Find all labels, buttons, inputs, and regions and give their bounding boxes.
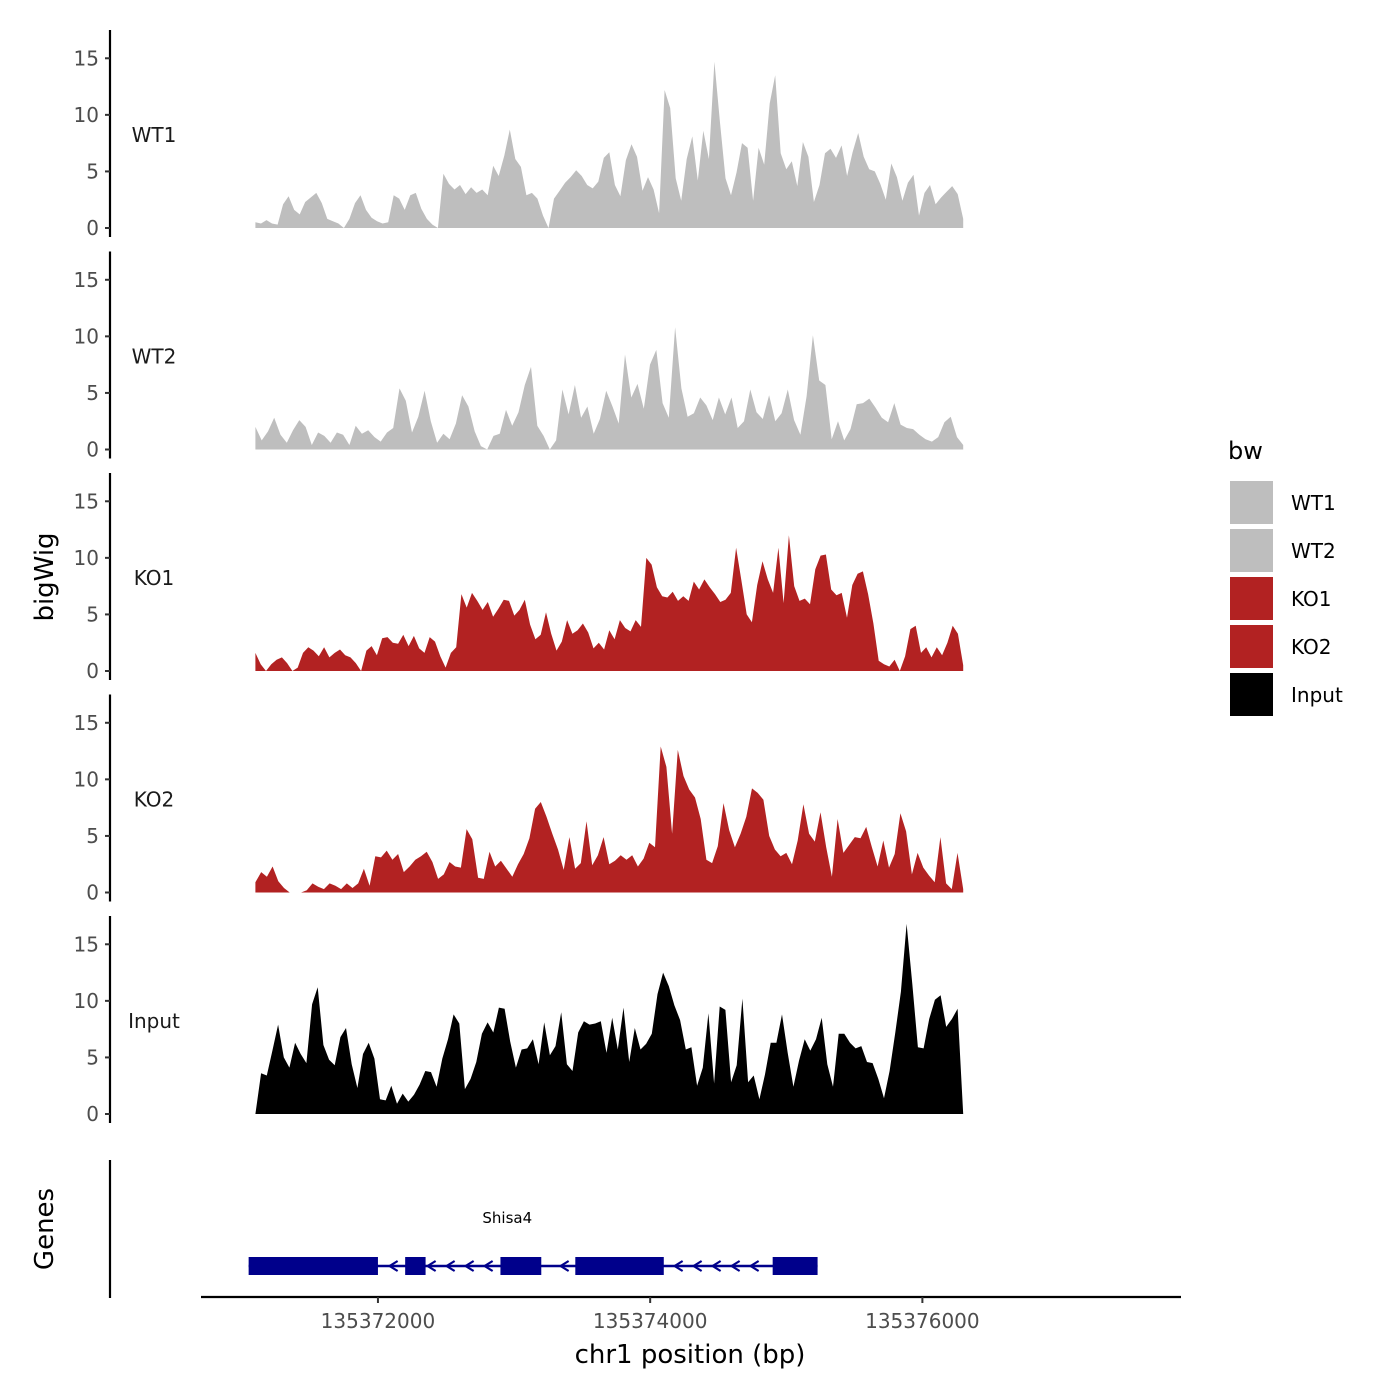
legend-key-ko2 [1230, 625, 1273, 668]
strand-chevron [482, 1260, 494, 1272]
x-tick-label: 135376000 [865, 1309, 980, 1333]
exon [248, 1257, 378, 1275]
x-axis-title: chr1 position (bp) [575, 1340, 806, 1370]
y-tick-label: 10 [74, 989, 99, 1013]
track-label: Input [128, 1009, 180, 1033]
strand-chevron [748, 1260, 760, 1272]
y-tick-label: 15 [74, 932, 99, 956]
gene-label: Shisa4 [482, 1209, 532, 1227]
track-label: WT2 [132, 345, 177, 369]
area-wt2 [255, 327, 964, 450]
y-tick-label: 5 [86, 1045, 99, 1069]
y-tick-label: 10 [74, 324, 99, 348]
y-tick-label: 5 [86, 824, 99, 848]
strand-chevron [710, 1260, 722, 1272]
track-wt2: 0 5 10 15 WT2 [74, 251, 964, 462]
x-tick-label: 135372000 [321, 1309, 436, 1333]
x-axis: 135372000 135374000 135376000 [201, 1295, 1181, 1333]
y-tick-label: 0 [86, 438, 99, 462]
exon [405, 1257, 426, 1275]
legend-label: Input [1291, 683, 1343, 707]
y-tick-label: 0 [86, 659, 99, 683]
exon [500, 1257, 542, 1275]
legend-label: KO2 [1291, 635, 1332, 659]
x-tick-label: 135374000 [593, 1309, 708, 1333]
y-tick-label: 15 [74, 268, 99, 292]
y-tick-label: 10 [74, 103, 99, 127]
strand-chevron [672, 1260, 684, 1272]
y-tick-label: 0 [86, 216, 99, 240]
strand-chevron [463, 1260, 475, 1272]
track-label: KO2 [134, 788, 175, 812]
legend-title: bw [1228, 437, 1263, 465]
legend: bw WT1 WT2 KO1 KO2 Input [1228, 437, 1343, 716]
strand-chevron [558, 1260, 570, 1272]
track-ko2: 0 5 10 15 KO2 [74, 694, 964, 905]
y-tick-label: 15 [74, 46, 99, 70]
y-tick-label: 15 [74, 711, 99, 735]
gene-track: Shisa4 [108, 1160, 818, 1298]
legend-label: WT2 [1291, 539, 1336, 563]
tracks-area: 0 5 10 15 WT1 0 5 10 15 WT2 0 5 10 15 KO1 0 5 10 15 KO2 0 5 10… [74, 30, 964, 1126]
area-wt1 [255, 61, 964, 229]
y-tick-label: 10 [74, 767, 99, 791]
strand-chevron [691, 1260, 703, 1272]
legend-key-wt1 [1230, 481, 1273, 524]
legend-label: WT1 [1291, 491, 1336, 515]
y-axis-title: bigWig [30, 532, 60, 621]
y-tick-label: 15 [74, 489, 99, 513]
y-tick-label: 5 [86, 602, 99, 626]
legend-label: KO1 [1291, 587, 1332, 611]
strand-chevron [729, 1260, 741, 1272]
strand-chevron [444, 1260, 456, 1272]
exon [772, 1257, 818, 1275]
y-tick-label: 5 [86, 381, 99, 405]
track-label: WT1 [132, 123, 177, 147]
y-tick-label: 0 [86, 1102, 99, 1126]
area-ko1 [255, 535, 964, 671]
track-wt1: 0 5 10 15 WT1 [74, 30, 964, 240]
legend-key-input [1230, 673, 1273, 716]
legend-key-wt2 [1230, 529, 1273, 572]
track-ko1: 0 5 10 15 KO1 [74, 473, 964, 683]
track-label: KO1 [134, 566, 175, 590]
strand-chevron [425, 1260, 437, 1272]
area-input [255, 923, 964, 1114]
exon [575, 1257, 664, 1275]
track-input: 0 5 10 15 Input [74, 916, 964, 1126]
genes-axis-title: Genes [30, 1188, 60, 1270]
y-tick-label: 5 [86, 159, 99, 183]
strand-chevron [387, 1260, 399, 1272]
area-ko2 [255, 746, 964, 893]
y-tick-label: 10 [74, 546, 99, 570]
y-tick-label: 0 [86, 881, 99, 905]
legend-key-ko1 [1230, 577, 1273, 620]
